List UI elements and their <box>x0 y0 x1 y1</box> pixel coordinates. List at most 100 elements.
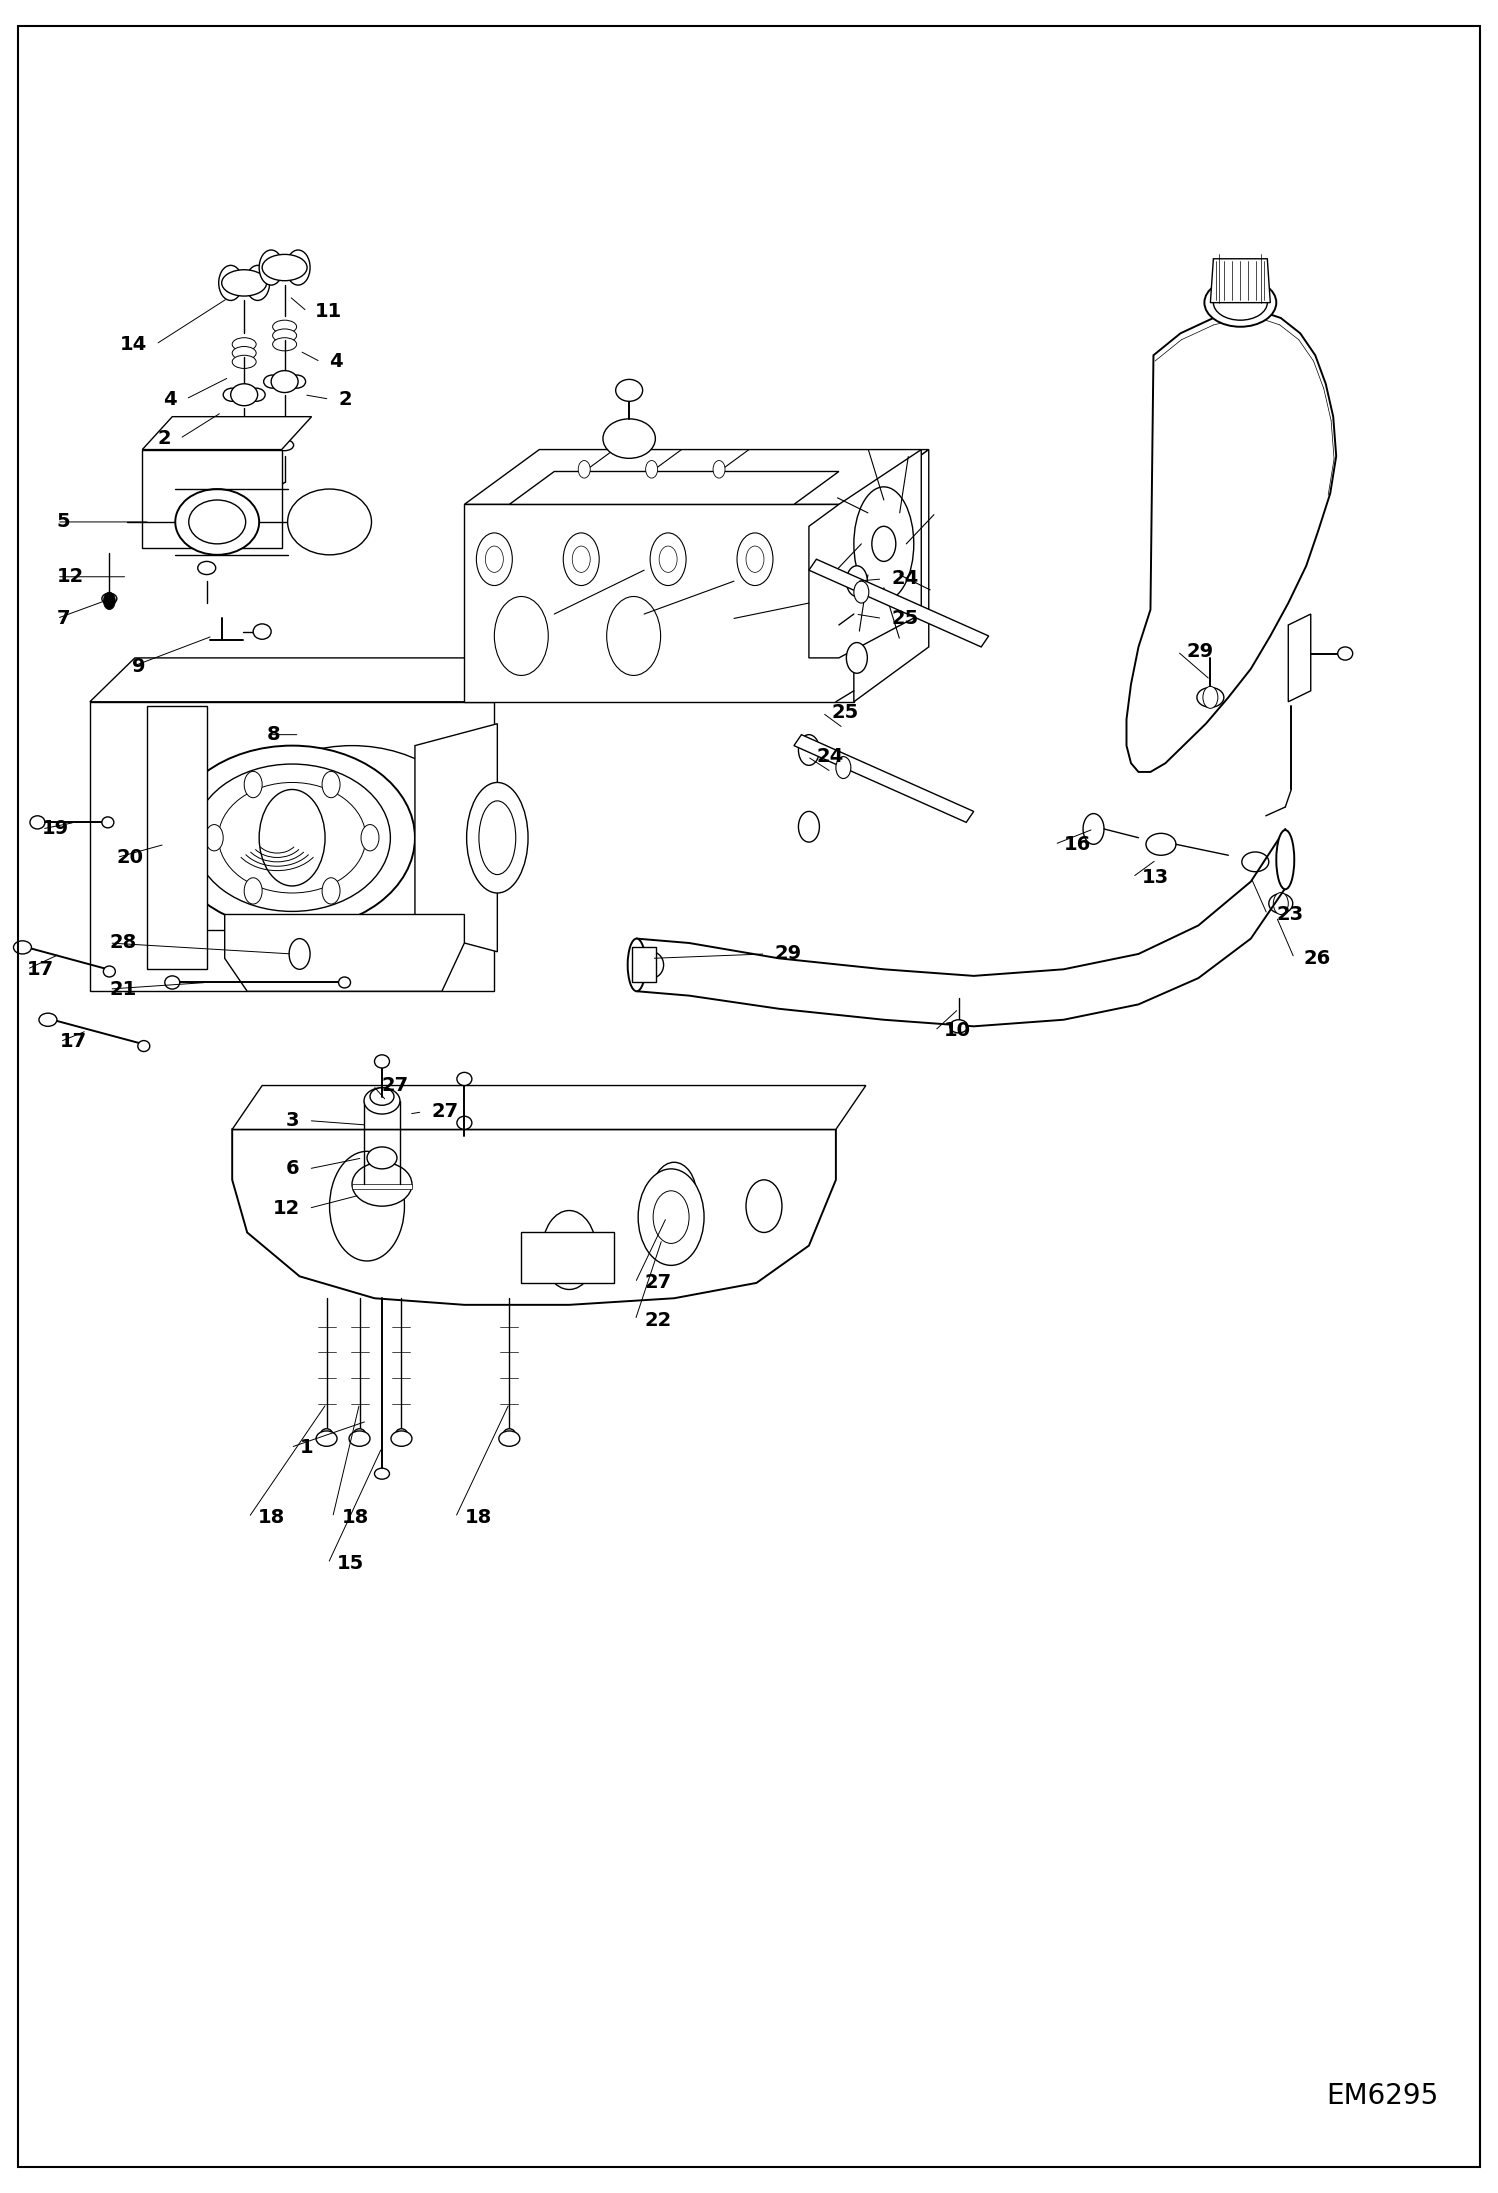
Ellipse shape <box>276 439 294 452</box>
Text: 5: 5 <box>57 513 70 531</box>
Text: 2: 2 <box>339 390 352 408</box>
Polygon shape <box>521 1232 614 1283</box>
Ellipse shape <box>232 355 256 368</box>
Polygon shape <box>854 450 929 702</box>
Circle shape <box>572 546 590 572</box>
Circle shape <box>361 825 379 851</box>
Text: 18: 18 <box>258 1509 285 1526</box>
Polygon shape <box>225 914 464 991</box>
Text: 14: 14 <box>120 336 147 353</box>
Circle shape <box>713 461 725 478</box>
Circle shape <box>322 772 340 798</box>
Ellipse shape <box>138 1039 150 1053</box>
Text: 29: 29 <box>1186 643 1213 660</box>
Ellipse shape <box>499 1432 520 1447</box>
Polygon shape <box>415 724 497 952</box>
Ellipse shape <box>165 976 180 989</box>
Polygon shape <box>1210 259 1270 303</box>
Circle shape <box>646 461 658 478</box>
Text: EM6295: EM6295 <box>1326 2081 1438 2110</box>
Circle shape <box>542 1211 596 1289</box>
Ellipse shape <box>367 1147 397 1169</box>
Circle shape <box>246 265 270 300</box>
Circle shape <box>476 533 512 586</box>
Circle shape <box>836 757 851 779</box>
Polygon shape <box>509 471 839 504</box>
Ellipse shape <box>229 746 475 930</box>
Ellipse shape <box>374 1469 389 1478</box>
Text: 7: 7 <box>57 610 70 627</box>
Ellipse shape <box>189 500 246 544</box>
Circle shape <box>286 250 310 285</box>
Text: 17: 17 <box>60 1033 87 1050</box>
Ellipse shape <box>1276 831 1294 890</box>
Bar <box>632 947 656 982</box>
Ellipse shape <box>457 1072 472 1086</box>
Ellipse shape <box>103 965 115 976</box>
Ellipse shape <box>288 375 306 388</box>
Ellipse shape <box>1269 895 1293 914</box>
Circle shape <box>1203 686 1218 708</box>
Text: 3: 3 <box>286 1112 300 1129</box>
Circle shape <box>872 526 896 561</box>
Circle shape <box>103 592 115 610</box>
Ellipse shape <box>102 816 114 829</box>
Text: 6: 6 <box>286 1160 300 1178</box>
Ellipse shape <box>219 783 366 893</box>
Ellipse shape <box>628 939 646 991</box>
Text: 24: 24 <box>816 748 843 765</box>
Circle shape <box>563 533 599 586</box>
Polygon shape <box>90 702 494 991</box>
Text: 18: 18 <box>464 1509 491 1526</box>
Ellipse shape <box>232 338 256 351</box>
Ellipse shape <box>169 746 415 930</box>
Circle shape <box>846 566 867 596</box>
Ellipse shape <box>950 1020 968 1033</box>
Text: 15: 15 <box>337 1555 364 1572</box>
Ellipse shape <box>395 1430 407 1441</box>
Circle shape <box>205 825 223 851</box>
Ellipse shape <box>175 489 259 555</box>
Polygon shape <box>1126 311 1336 772</box>
Circle shape <box>485 546 503 572</box>
Circle shape <box>494 596 548 675</box>
Text: 4: 4 <box>330 353 343 371</box>
Ellipse shape <box>214 667 229 680</box>
Polygon shape <box>147 706 207 969</box>
Text: 12: 12 <box>57 568 84 586</box>
Text: 28: 28 <box>109 934 136 952</box>
Ellipse shape <box>273 329 297 342</box>
Ellipse shape <box>1197 686 1224 706</box>
Ellipse shape <box>1338 647 1353 660</box>
Text: 24: 24 <box>891 570 918 588</box>
Text: 13: 13 <box>1141 868 1168 886</box>
Ellipse shape <box>102 592 117 605</box>
Text: 17: 17 <box>27 961 54 978</box>
Ellipse shape <box>222 270 267 296</box>
Ellipse shape <box>364 1088 400 1114</box>
Ellipse shape <box>339 976 351 987</box>
Circle shape <box>259 789 325 886</box>
Polygon shape <box>809 450 921 658</box>
Ellipse shape <box>231 384 258 406</box>
Circle shape <box>219 265 243 300</box>
Circle shape <box>244 772 262 798</box>
Polygon shape <box>794 735 974 822</box>
Circle shape <box>746 1180 782 1232</box>
Text: 25: 25 <box>891 610 918 627</box>
Text: 11: 11 <box>315 303 342 320</box>
Ellipse shape <box>264 375 282 388</box>
Circle shape <box>244 877 262 904</box>
Polygon shape <box>142 450 282 548</box>
Text: 20: 20 <box>117 849 144 866</box>
Ellipse shape <box>273 338 297 351</box>
Polygon shape <box>90 658 539 702</box>
Text: 9: 9 <box>132 658 145 675</box>
Ellipse shape <box>391 1432 412 1447</box>
Circle shape <box>638 1169 704 1265</box>
Circle shape <box>1273 893 1288 914</box>
Ellipse shape <box>1242 851 1269 871</box>
Ellipse shape <box>30 816 45 829</box>
Polygon shape <box>464 504 854 702</box>
Text: 22: 22 <box>644 1311 671 1329</box>
